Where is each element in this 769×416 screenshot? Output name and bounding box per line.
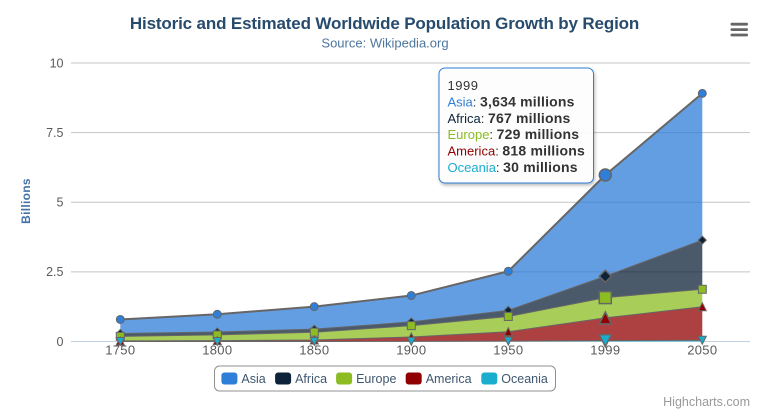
svg-text:Source: Wikipedia.org: Source: Wikipedia.org xyxy=(321,36,448,51)
svg-text:5: 5 xyxy=(57,196,64,210)
svg-text:Asia: Asia xyxy=(241,372,265,386)
svg-text:America: 818 millions: America: 818 millions xyxy=(448,143,585,159)
svg-text:Asia: 3,634 millions: Asia: 3,634 millions xyxy=(448,93,575,109)
svg-text:Historic and Estimated Worldwi: Historic and Estimated Worldwide Populat… xyxy=(130,14,639,33)
svg-text:1800: 1800 xyxy=(202,343,232,358)
svg-text:Billions: Billions xyxy=(19,178,33,224)
svg-text:1999: 1999 xyxy=(448,78,479,93)
svg-text:1750: 1750 xyxy=(105,343,135,358)
svg-text:1900: 1900 xyxy=(396,343,426,358)
svg-text:0: 0 xyxy=(57,335,64,349)
svg-text:7.5: 7.5 xyxy=(46,126,63,140)
svg-text:1950: 1950 xyxy=(493,343,523,358)
svg-text:America: America xyxy=(426,372,472,386)
svg-text:Oceania: Oceania xyxy=(501,372,548,386)
svg-text:10: 10 xyxy=(50,56,64,70)
svg-text:2.5: 2.5 xyxy=(46,265,63,279)
svg-text:Oceania: 30 millions: Oceania: 30 millions xyxy=(448,159,578,175)
svg-text:Highcharts.com: Highcharts.com xyxy=(663,395,750,409)
svg-text:Europe: Europe xyxy=(356,372,396,386)
svg-text:2050: 2050 xyxy=(687,343,717,358)
svg-text:Africa: 767 millions: Africa: 767 millions xyxy=(448,110,571,126)
svg-text:Europe: 729 millions: Europe: 729 millions xyxy=(448,126,580,142)
svg-text:Africa: Africa xyxy=(295,372,327,386)
svg-text:1850: 1850 xyxy=(299,343,329,358)
svg-text:1999: 1999 xyxy=(590,343,620,358)
